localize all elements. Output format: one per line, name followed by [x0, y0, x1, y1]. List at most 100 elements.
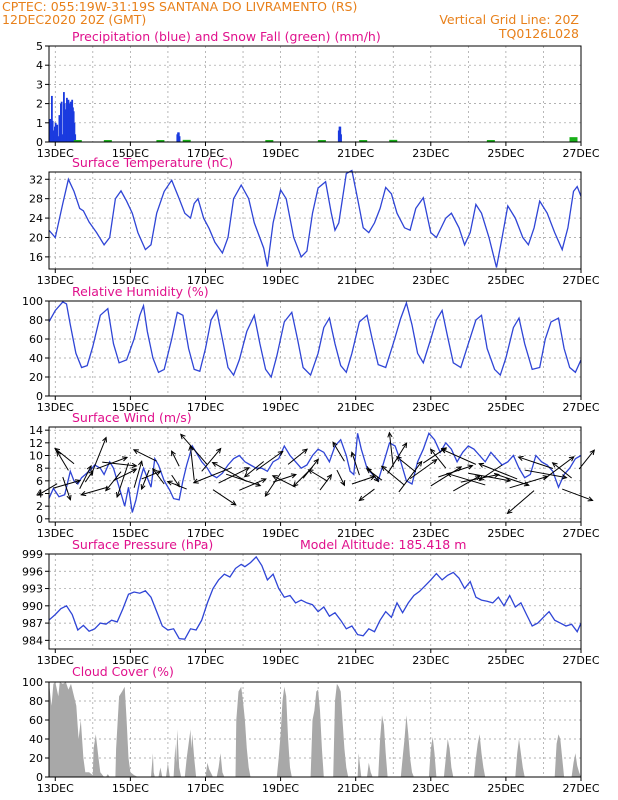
wind-arrow-shaft [409, 459, 438, 480]
cloud-xtick-label: 13DEC [37, 782, 74, 795]
cloud-cover-area [48, 682, 582, 777]
wind-arrow-shaft [105, 471, 122, 491]
wind-arrow-shaft [518, 456, 553, 469]
humidity-ytick-label: 0 [36, 390, 43, 403]
wind-arrow-head [138, 460, 144, 467]
wind-arrow-head [121, 456, 129, 462]
wind-arrow-head [166, 480, 173, 486]
wind-xtick-label: 13DEC [37, 527, 74, 540]
snowfall-bar [265, 140, 274, 142]
wind-arrow-shaft [479, 464, 503, 481]
wind-arrow-head [152, 467, 158, 474]
wind-arrow-shaft [167, 481, 187, 490]
pressure-xtick-label: 23DEC [412, 654, 449, 667]
wind-arrow-head [86, 464, 92, 471]
temperature-ytick-label: 32 [29, 173, 43, 186]
wind-arrow-head [358, 495, 365, 502]
wind-arrow-shaft [438, 465, 473, 478]
temperature-ytick-label: 28 [29, 193, 43, 206]
wind-arrow-shaft [351, 452, 360, 476]
wind-ytick-label: 14 [29, 424, 43, 437]
wind-arrow-shaft [441, 448, 477, 465]
humidity-title: Relative Humidity (%) [72, 284, 209, 299]
wind-arrow-shaft [53, 480, 81, 489]
cloud-ytick-label: 80 [29, 695, 43, 708]
cloud-ytick-label: 100 [22, 676, 43, 689]
wind-arrow-head [506, 508, 513, 515]
pressure-ytick-label: 984 [22, 634, 43, 647]
precip-xtick-label: 17DEC [187, 147, 224, 160]
wind-ytick-label: 0 [36, 513, 43, 526]
wind-arrow-head [140, 484, 146, 491]
wind-arrow-shaft [141, 470, 161, 480]
wind-arrow-head [37, 490, 44, 496]
wind-arrow-head [478, 475, 485, 481]
cloud-ytick-label: 0 [36, 771, 43, 784]
precipitation-bar [52, 130, 55, 142]
wind-arrow-shaft [54, 448, 75, 465]
wind-arrow-head [290, 473, 297, 479]
humidity-panel: 0 20 40 60 80 100 13DEC 15DEC 17DEC 19DEC 21DEC 23D… [22, 295, 600, 414]
wind-arrow-shaft [272, 475, 296, 488]
pressure-xtick-label: 27DEC [562, 654, 599, 667]
precip-ytick-label: 2 [36, 98, 43, 111]
cloud-ytick-label: 20 [29, 752, 43, 765]
temperature-line [48, 169, 582, 268]
snowfall-bar [569, 137, 578, 142]
wind-arrow-shaft [133, 461, 143, 488]
wind-arrow-shaft [255, 450, 284, 471]
snowfall-bar [389, 139, 398, 142]
pressure-frame [48, 553, 582, 650]
humidity-xtick-label: 15DEC [112, 401, 149, 414]
wind-ytick-label: 8 [36, 462, 43, 475]
snowfall-bar [317, 140, 326, 142]
snowfall-bar [156, 140, 165, 142]
temperature-xtick-label: 13DEC [37, 274, 74, 287]
wind-arrow-head [416, 460, 423, 467]
wind-arrow-shaft [468, 472, 511, 482]
wind-arrow-head [255, 481, 262, 487]
precipitation-title: Precipitation (blue) and Snow Fall (gree… [72, 29, 381, 44]
cloud-xtick-label: 19DEC [262, 782, 299, 795]
wind-arrow-head [54, 447, 61, 454]
precipitation-bar [340, 134, 342, 142]
pressure-xtick-label: 21DEC [337, 654, 374, 667]
wind-arrow-head [75, 479, 82, 485]
snowfall-bar [359, 140, 368, 142]
header-location: CPTEC: 055:19W-31:19S SANTANA DO LIVRAME… [2, 0, 357, 14]
wind-arrow-head [171, 450, 176, 457]
wind-arrow-head [326, 473, 333, 480]
wind-arrow-shaft [152, 468, 165, 485]
wind-arrow-shaft [358, 488, 375, 501]
wind-arrow-head [340, 480, 346, 487]
header-model-code: TQ0126L028 [498, 26, 579, 41]
wind-arrow-shaft [272, 474, 297, 483]
wind-arrow-head [260, 478, 267, 484]
wind-arrow-head [132, 449, 139, 455]
wind-arrow-shaft [478, 463, 518, 480]
wind-arrow-head [307, 469, 314, 475]
cloud-xtick-label: 21DEC [337, 782, 374, 795]
precip-ytick-label: 4 [36, 59, 43, 72]
wind-arrow-head [402, 442, 408, 449]
humidity-ytick-label: 80 [29, 314, 43, 327]
wind-arrow-head [365, 468, 372, 474]
temperature-ytick-label: 24 [29, 212, 43, 225]
temperature-ytick-label: 20 [29, 231, 43, 244]
humidity-xtick-label: 21DEC [337, 401, 374, 414]
wind-arrow-shaft [171, 474, 180, 487]
pressure-line [48, 555, 582, 640]
wind-xtick-label: 27DEC [562, 527, 599, 540]
wind-arrow-shaft [552, 462, 572, 479]
wind-arrow-shaft [102, 461, 137, 467]
precip-xtick-label: 21DEC [337, 147, 374, 160]
humidity-frame [48, 300, 582, 397]
wind-arrow-shaft [507, 490, 535, 514]
wind-arrow-shaft [351, 475, 375, 485]
wind-arrow-head [243, 471, 250, 478]
precip-ytick-label: 1 [36, 117, 43, 130]
wind-ytick-label: 2 [36, 500, 43, 513]
humidity-xtick-label: 17DEC [187, 401, 224, 414]
